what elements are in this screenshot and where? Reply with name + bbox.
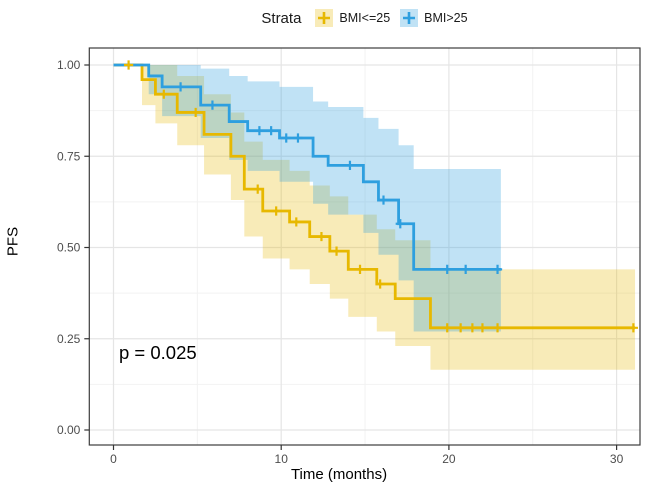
y-tick-label: 0.25 [57,332,81,346]
y-axis-title: PFS [4,226,22,257]
y-tick-label: 1.00 [57,58,81,72]
x-tick-label: 0 [110,452,117,466]
legend-item-bmi-le-25: BMI<=25 [315,9,390,27]
censor-plus-icon [400,9,419,27]
legend-label: BMI>25 [424,11,468,25]
x-tick-label: 30 [610,452,624,466]
censor-marks-BMI<=25 [123,60,638,333]
censor-plus-icon [315,9,334,27]
legend-label: BMI<=25 [339,11,391,25]
censor-marks-BMI>25 [175,82,503,274]
legend-item-bmi-gt-25: BMI>25 [400,9,468,27]
y-tick-label: 0.00 [57,423,81,437]
x-axis-title: Time (months) [290,466,388,483]
confidence-band-BMI<=25 [113,65,636,370]
x-tick-label: 20 [442,452,456,466]
x-tick-label: 10 [275,452,289,466]
legend: Strata BMI<=25 BMI>25 [89,4,640,32]
p-value-annotation: p = 0.025 [119,342,197,363]
legend-title: Strata [261,9,302,27]
y-tick-label: 0.75 [57,149,81,163]
y-tick-label: 0.50 [57,241,81,255]
confidence-band-BMI>25 [113,65,501,332]
panel-border [88,47,641,446]
